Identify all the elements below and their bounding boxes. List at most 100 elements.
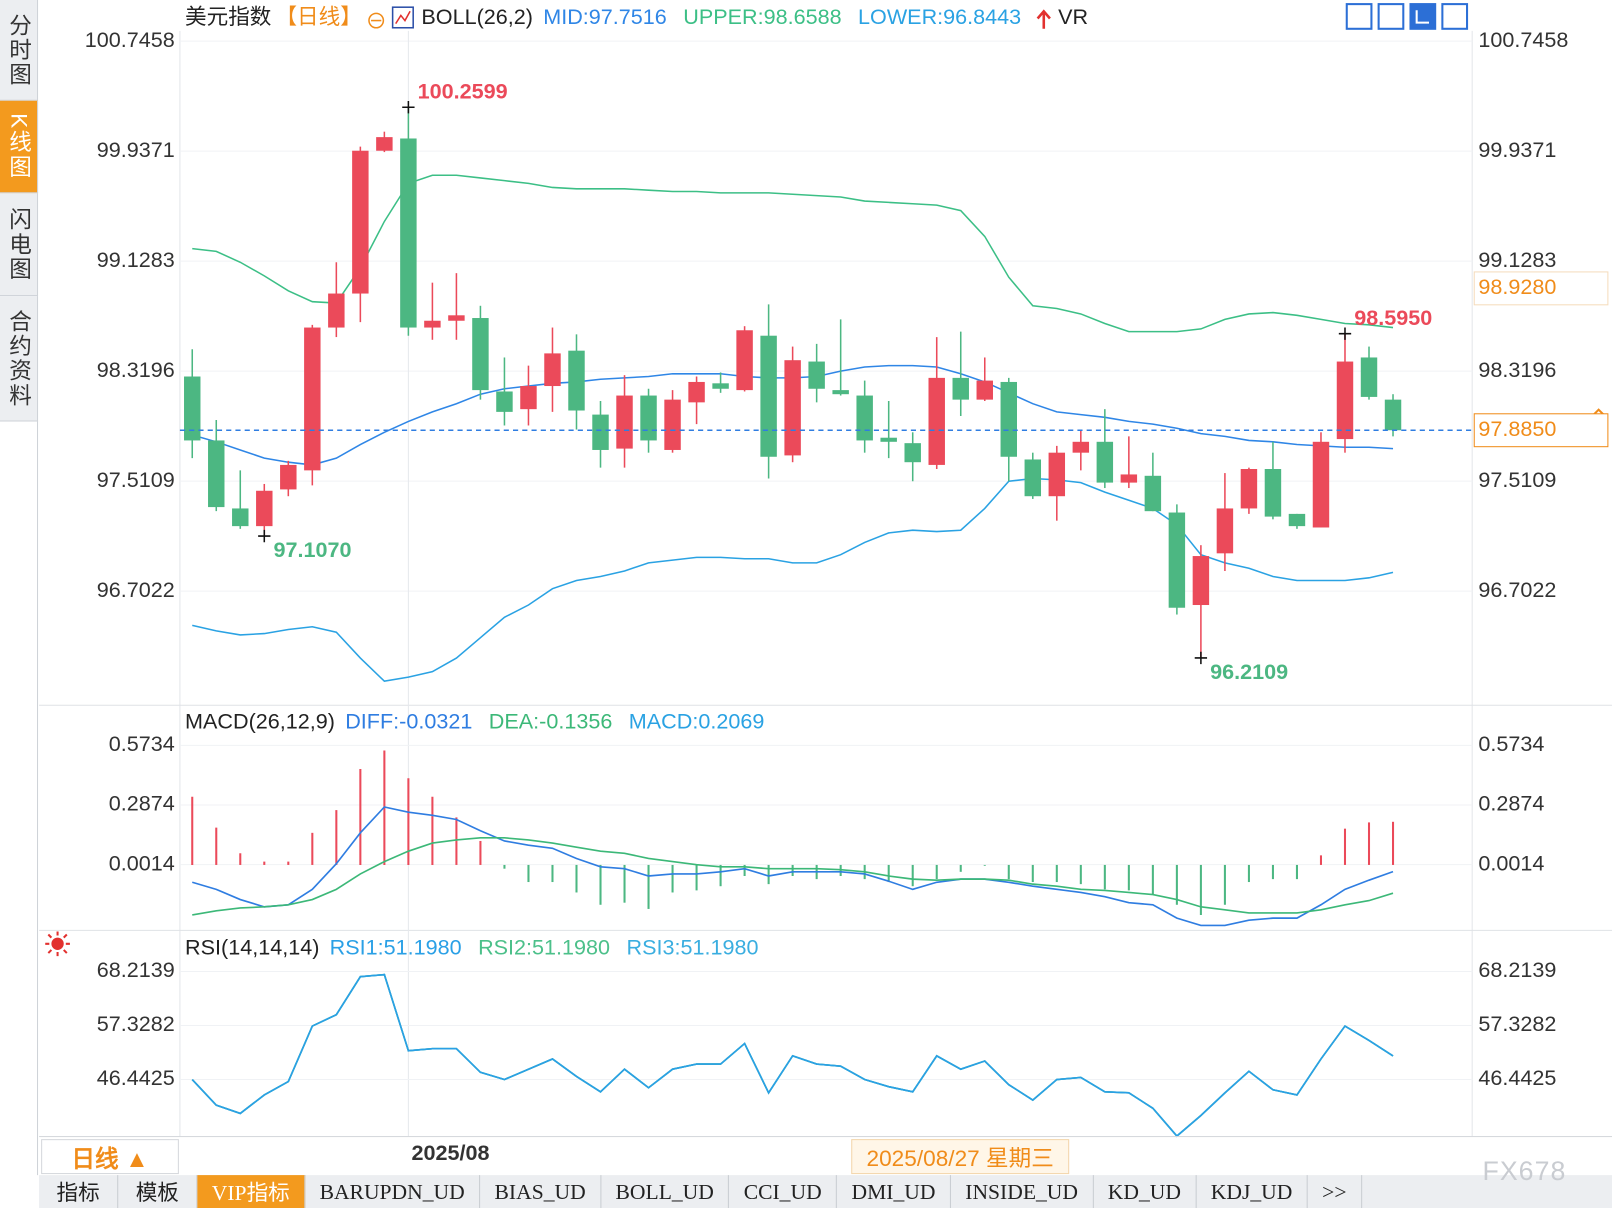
price-tag-box — [1473, 413, 1609, 448]
rsi-icon[interactable] — [45, 931, 70, 957]
candle-body — [352, 150, 369, 294]
candle-body — [1264, 469, 1282, 517]
candle-body — [712, 383, 729, 389]
candle-body — [952, 377, 969, 400]
side-tab[interactable]: K线图 — [0, 100, 39, 194]
y-tick-label: 0.2874 — [1478, 791, 1544, 816]
indicator-tab[interactable]: BARUPDN_UD — [305, 1175, 481, 1208]
candle-body — [376, 137, 393, 151]
series-line — [192, 806, 1394, 927]
y-tick-label: 68.2139 — [1478, 957, 1556, 982]
indicator-tab[interactable]: BOLL_UD — [601, 1175, 730, 1208]
side-tab[interactable]: 闪电图 — [0, 193, 39, 297]
candle-body — [856, 395, 873, 441]
y-tick-label: 57.3282 — [1478, 1011, 1556, 1036]
extreme-marker — [258, 529, 271, 543]
x-tick-label: 2025/08 — [411, 1140, 489, 1165]
candle-body — [1096, 441, 1114, 483]
y-tick-label: 68.2139 — [97, 957, 175, 982]
indicator-label: BOLL(26,2) — [421, 4, 533, 29]
candle-body — [808, 361, 825, 389]
chart-title: RSI(14,14,14) — [185, 935, 319, 960]
legend-entry: RSI1:51.1980 — [330, 935, 462, 960]
sidebar — [0, 421, 39, 1176]
y-tick-label: 99.1283 — [97, 247, 175, 272]
indicator-tab[interactable]: 模板 — [118, 1175, 198, 1208]
indicator-tab[interactable]: BIAS_UD — [480, 1175, 602, 1208]
indicator-tab[interactable]: INSIDE_UD — [951, 1175, 1094, 1208]
candle-body — [784, 360, 801, 456]
icon — [368, 12, 385, 29]
price-tag-box — [1473, 271, 1609, 306]
legend-entry: DIFF:-0.0321 — [345, 708, 472, 733]
candle-body — [1048, 452, 1066, 497]
candle-body — [688, 381, 705, 403]
y-tick-label: 99.1283 — [1478, 247, 1556, 272]
legend-entry: UPPER:98.6588 — [683, 4, 841, 29]
toolbar-icons[interactable] — [1345, 3, 1469, 30]
y-tick-label: 97.5109 — [97, 467, 175, 492]
series-line — [192, 477, 1394, 683]
candle-body — [832, 390, 849, 395]
candle-body — [760, 335, 777, 457]
indicator-tab[interactable]: CCI_UD — [729, 1175, 838, 1208]
candle-body — [208, 440, 225, 508]
y-tick-label: 100.7458 — [1478, 27, 1568, 52]
candle-body — [520, 386, 537, 410]
indicator-label: VR — [1058, 4, 1088, 29]
y-tick-label: 57.3282 — [97, 1011, 175, 1036]
date-bar: 日线 ▲ 2025/08/27 星期三 — [39, 1136, 1612, 1175]
icon — [395, 10, 411, 25]
extreme-label: 97.1070 — [274, 537, 352, 562]
candle-body — [1120, 474, 1138, 483]
y-tick-label: 99.9371 — [97, 137, 175, 162]
side-tab[interactable]: 合约资料 — [0, 296, 39, 422]
indicator-tab[interactable]: 指标 — [39, 1175, 119, 1208]
legend-entry: MID:97.7516 — [543, 4, 667, 29]
candle-body — [664, 399, 681, 450]
indicator-tab[interactable]: VIP指标 — [197, 1175, 306, 1208]
period-button[interactable]: 日线 ▲ — [41, 1139, 179, 1175]
y-tick-label: 98.3196 — [1478, 357, 1556, 382]
candle-body — [640, 395, 657, 441]
indicator-tab[interactable]: KDJ_UD — [1196, 1175, 1308, 1208]
candle-body — [1360, 357, 1378, 397]
candle-body — [1288, 513, 1306, 527]
candle-body — [184, 376, 201, 441]
extreme-marker — [1338, 327, 1352, 340]
indicator-tabs: 指标 模板 VIP指标 BARUPDN_UD BIAS_UD BOLL_UD CCI_UD D… — [39, 1175, 1612, 1208]
y-tick-label: 46.4425 — [1478, 1065, 1556, 1090]
candle-body — [592, 414, 609, 450]
candle-body — [472, 318, 489, 391]
indicator-tab[interactable]: KD_UD — [1093, 1175, 1197, 1208]
candle-body — [280, 464, 297, 490]
legend-entry: LOWER:96.8443 — [858, 4, 1021, 29]
y-tick-label: 0.2874 — [109, 791, 175, 816]
candle-body — [904, 443, 921, 463]
candle-body — [496, 391, 513, 412]
candle-body — [1240, 469, 1258, 509]
watermark: FX678 — [1482, 1155, 1567, 1187]
candle-body — [1312, 441, 1330, 528]
indicator-tab[interactable]: DMI_UD — [837, 1175, 951, 1208]
side-tab[interactable]: 分时图 — [0, 0, 39, 101]
y-tick-label: 100.7458 — [85, 27, 175, 52]
series-line — [191, 973, 1394, 1138]
y-tick-label: 0.5734 — [1478, 731, 1544, 756]
candle-body — [928, 377, 945, 465]
candle-body — [736, 330, 753, 391]
candle-body — [448, 315, 465, 321]
candle-body — [976, 380, 993, 400]
candle-body — [1000, 381, 1017, 457]
candle-body — [544, 353, 561, 387]
candle-body — [304, 327, 321, 471]
candle-body — [880, 437, 897, 442]
legend-entry: MACD:0.2069 — [629, 708, 765, 733]
indicator-tab[interactable]: >> — [1308, 1175, 1362, 1208]
y-tick-label: 99.9371 — [1478, 137, 1556, 162]
legend-entry: DEA:-0.1356 — [489, 708, 613, 733]
candle-body — [232, 508, 249, 527]
candle-body — [568, 350, 585, 411]
